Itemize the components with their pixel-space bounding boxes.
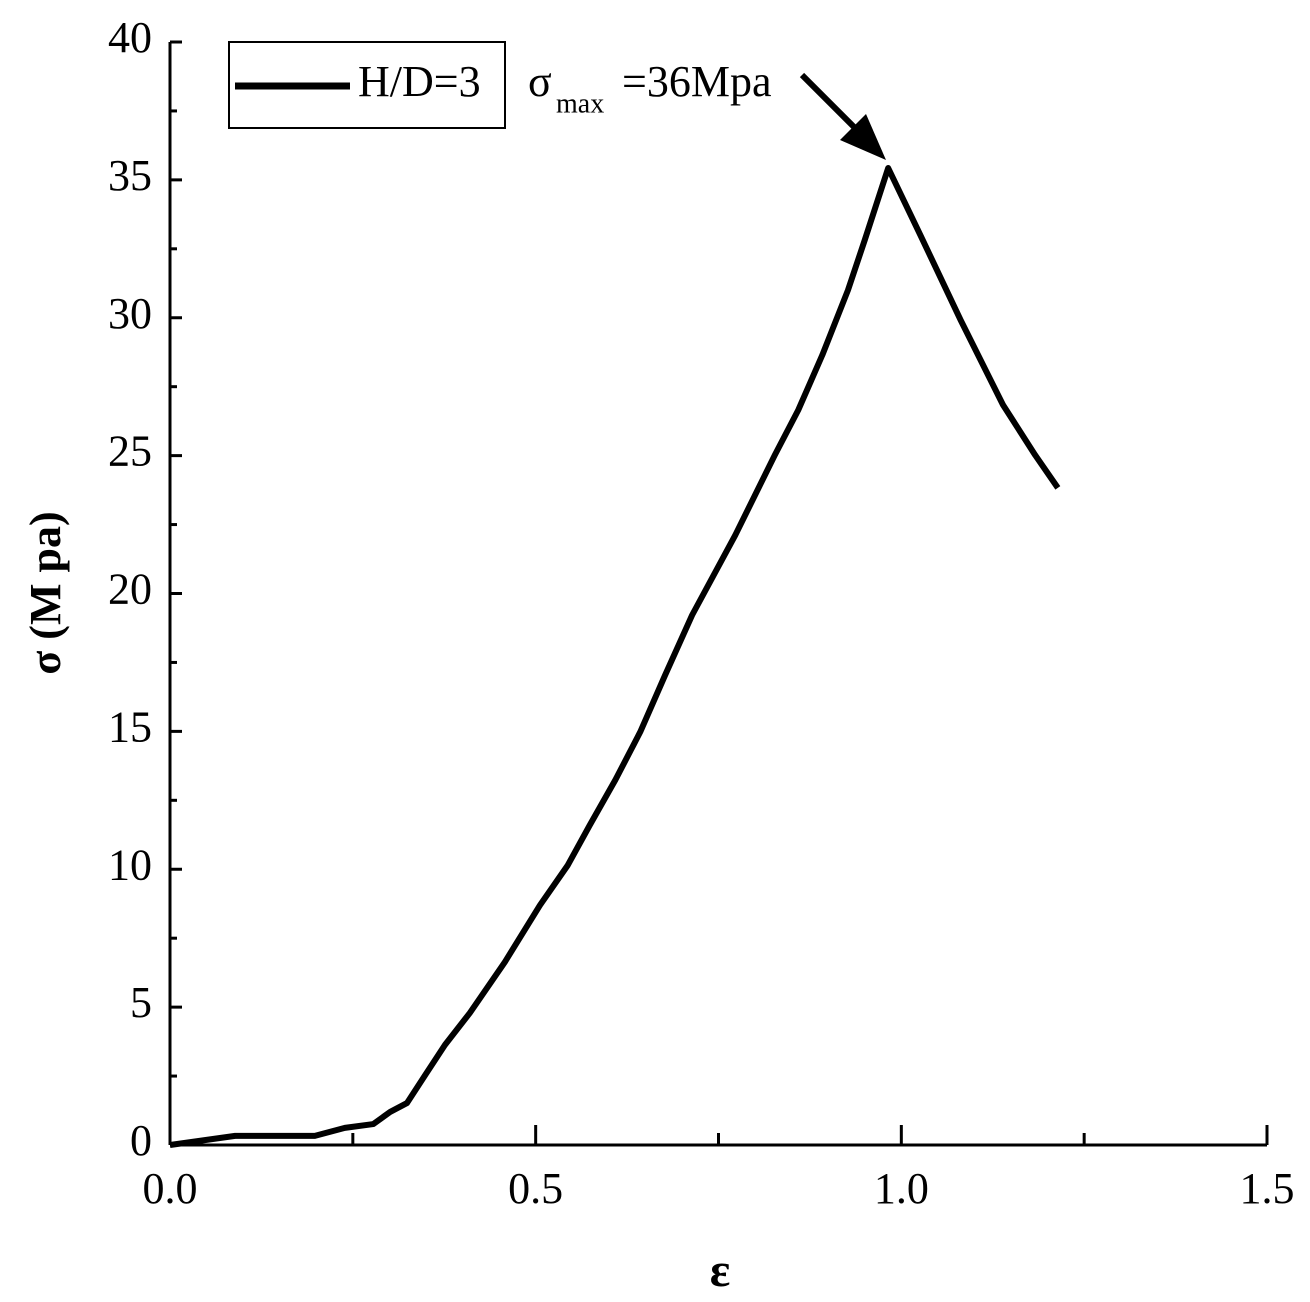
y-axis-label: σ (M pa): [21, 511, 70, 674]
x-tick-label: 0.0: [143, 1164, 198, 1213]
x-axis-label: ε: [710, 1244, 731, 1297]
x-tick-label: 1.5: [1240, 1164, 1295, 1213]
x-tick-label: 1.0: [874, 1164, 929, 1213]
y-tick-label: 10: [108, 840, 152, 889]
x-tick-label: 0.5: [508, 1164, 563, 1213]
annotation-text: =36Mpa: [622, 57, 771, 106]
y-tick-label: 25: [108, 427, 152, 476]
annotation: σ max =36Mpa: [528, 57, 886, 160]
annotation-subscript: max: [556, 88, 604, 119]
annotation-arrowhead: [840, 114, 886, 160]
annotation-arrow: [799, 72, 863, 136]
y-tick-label: 5: [130, 978, 152, 1027]
data-line: [169, 165, 1061, 1148]
annotation-symbol: σ: [528, 57, 552, 106]
y-tick-label: 0: [130, 1116, 152, 1165]
legend-label: H/D=3: [358, 57, 481, 106]
y-tick-label: 40: [108, 13, 152, 62]
legend: H/D=3: [228, 41, 506, 129]
y-tick-label: 30: [108, 289, 152, 338]
y-tick-label: 15: [108, 702, 152, 751]
y-tick-label: 35: [108, 151, 152, 200]
y-tick-label: 20: [108, 565, 152, 614]
